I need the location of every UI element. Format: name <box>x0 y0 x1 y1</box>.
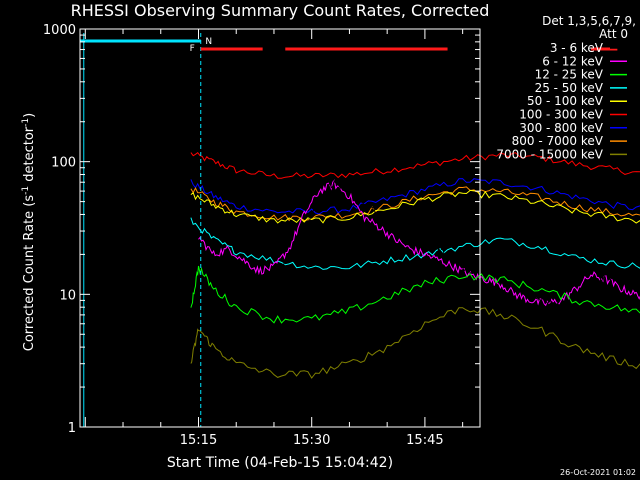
plot-frame <box>79 28 481 428</box>
x-axis-label: Start Time (04-Feb-15 15:04:42) <box>167 455 393 471</box>
y-tick-label: 1 <box>68 421 76 436</box>
plot-area: FN 1 10 100 1000 15:15 15:30 15:45 <box>43 23 640 448</box>
series-line-100-300kev-kev <box>190 152 640 179</box>
series-line-50-100kev-kev <box>190 189 640 224</box>
legend-entry-label: 800 - 7000 keV <box>512 134 604 148</box>
legend-entry-label: 12 - 25 keV <box>535 68 604 82</box>
legend-header-line2: Att 0 <box>599 27 628 41</box>
x-tick-label: 15:15 <box>180 433 217 448</box>
series-line-800-7000kev-kev <box>190 186 640 222</box>
chart-title: RHESSI Observing Summary Count Rates, Co… <box>71 1 490 20</box>
legend-entry-label: 7000 - 15000 keV <box>496 147 603 161</box>
legend-entry-label: 3 - 6 keV <box>550 41 604 55</box>
y-tick-label: 10 <box>59 288 76 303</box>
legend-entry-label: 6 - 12 keV <box>542 54 604 68</box>
y-tick-label: 1000 <box>43 23 76 38</box>
legend-entry-label: 100 - 300 keV <box>519 108 603 122</box>
series-line-25-50kev-kev <box>190 217 640 270</box>
series-line-3-6kev-kev <box>194 178 640 378</box>
x-tick-label: 15:45 <box>406 433 443 448</box>
y-tick-label: 100 <box>51 156 76 171</box>
legend-header-line1: Det 1,3,5,6,7,9, <box>542 14 636 28</box>
flag-label-f: F <box>190 44 195 54</box>
legend-entry-label: 25 - 50 keV <box>535 81 604 95</box>
x-tick-label: 15:30 <box>293 433 330 448</box>
flag-label-n: N <box>205 37 212 47</box>
series-line-300-800kev-kev <box>190 178 640 215</box>
legend-entry-label: 50 - 100 keV <box>527 94 604 108</box>
series-line-7000-15000kev-kev <box>190 307 640 379</box>
series-line-6-12kev-kev <box>198 179 640 307</box>
series-line-12-25kev-kev <box>190 265 640 324</box>
y-axis-label: Corrected Count Rate (s-1 detector-1) <box>21 113 37 351</box>
legend-entry-label: 300 - 800 keV <box>519 121 603 135</box>
timestamp: 26-Oct-2021 01:02 <box>560 468 636 477</box>
